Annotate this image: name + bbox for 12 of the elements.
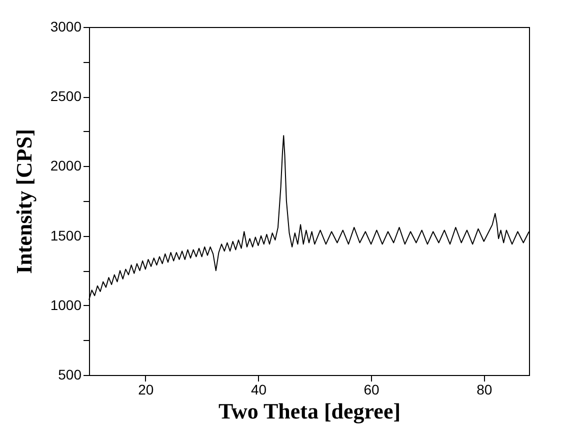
y-tick-label: 2500 — [50, 88, 82, 104]
y-tick-label: 1500 — [50, 227, 82, 244]
y-tick-label: 500 — [58, 366, 82, 382]
y-axis-title: Intensity [CPS] — [11, 129, 36, 274]
y-tick-label: 2000 — [50, 158, 82, 174]
x-tick-label: 20 — [138, 382, 154, 398]
x-tick-label: 40 — [250, 382, 267, 398]
x-axis-title: Two Theta [degree] — [218, 398, 401, 424]
y-tick-label: 3000 — [50, 18, 82, 34]
y-tick-label: 1000 — [50, 296, 82, 313]
x-tick-label: 80 — [476, 382, 492, 398]
x-tick-label: 60 — [364, 382, 380, 398]
